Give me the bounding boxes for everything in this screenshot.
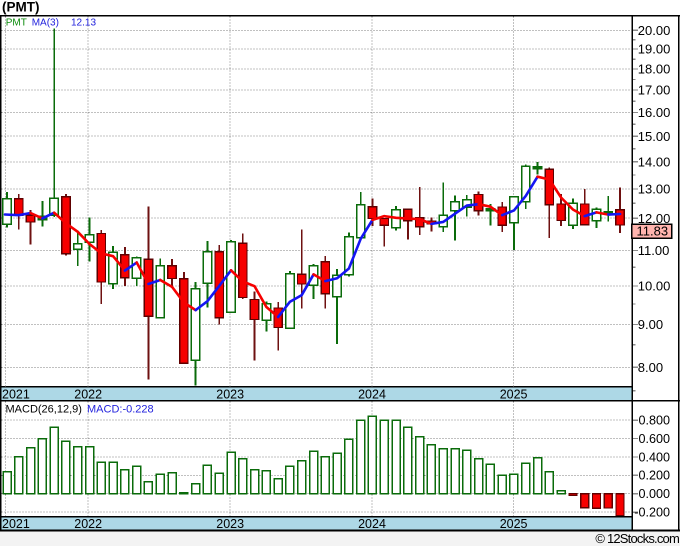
svg-text:17.00: 17.00: [638, 83, 671, 98]
svg-text:9.00: 9.00: [638, 317, 663, 332]
svg-text:2021: 2021: [2, 388, 30, 402]
svg-text:2024: 2024: [358, 517, 386, 531]
svg-text:15.00: 15.00: [638, 129, 671, 144]
svg-text:2022: 2022: [74, 388, 102, 402]
svg-text:MACD(26,12,9): MACD(26,12,9): [6, 404, 82, 416]
svg-text:2024: 2024: [358, 388, 386, 402]
svg-text:8.00: 8.00: [638, 360, 663, 375]
svg-text:0.600: 0.600: [639, 432, 671, 446]
svg-text:0.800: 0.800: [639, 414, 671, 428]
svg-text:14.00: 14.00: [638, 154, 671, 169]
svg-text:2021: 2021: [2, 517, 30, 531]
svg-text:2022: 2022: [74, 517, 102, 531]
svg-text:11.83: 11.83: [637, 223, 669, 238]
svg-text:MA(3): MA(3): [32, 17, 59, 28]
svg-text:2025: 2025: [500, 517, 528, 531]
svg-text:12.13: 12.13: [71, 17, 96, 28]
svg-text:0.000: 0.000: [639, 487, 671, 501]
svg-text:2025: 2025: [500, 388, 528, 402]
svg-text:(PMT): (PMT): [2, 0, 40, 14]
svg-text:11.00: 11.00: [638, 243, 670, 258]
svg-text:© 12Stocks.com: © 12Stocks.com: [595, 531, 679, 546]
svg-text:PMT: PMT: [6, 17, 27, 28]
svg-text:10.00: 10.00: [638, 279, 671, 294]
svg-text:13.00: 13.00: [638, 182, 671, 197]
svg-text:-0.200: -0.200: [634, 506, 670, 520]
svg-text:18.00: 18.00: [638, 62, 671, 77]
svg-text:2023: 2023: [216, 388, 244, 402]
svg-text:2023: 2023: [216, 517, 244, 531]
svg-text:0.200: 0.200: [639, 469, 671, 483]
svg-text:MACD:-0.228: MACD:-0.228: [87, 404, 154, 416]
svg-text:19.00: 19.00: [638, 42, 671, 57]
svg-text:0.400: 0.400: [639, 450, 671, 464]
svg-text:16.00: 16.00: [638, 105, 671, 120]
svg-text:20.00: 20.00: [638, 23, 671, 38]
svg-text:12.00: 12.00: [638, 211, 671, 226]
